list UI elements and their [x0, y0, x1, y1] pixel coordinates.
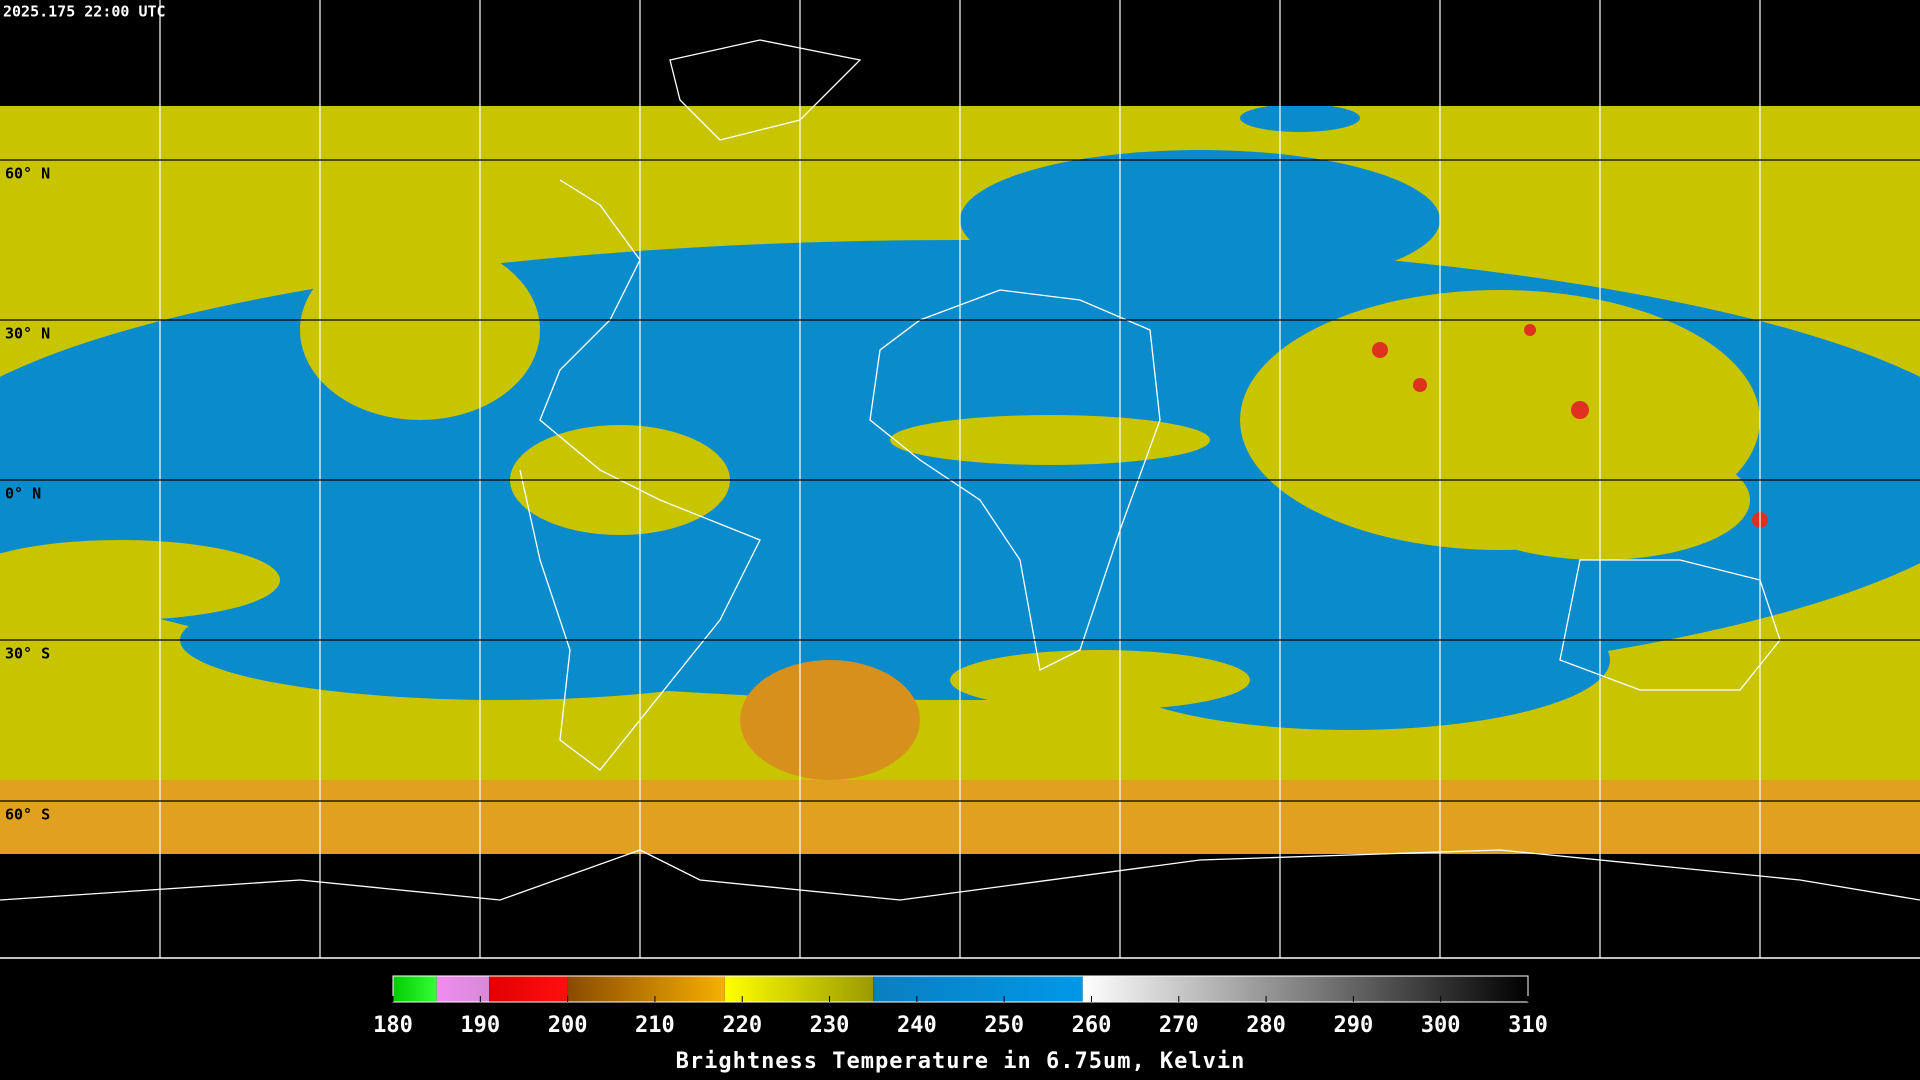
latitude-label: 30° N	[5, 325, 50, 343]
colorbar-tick-label: 280	[1246, 1013, 1286, 1038]
colorbar-tick-label: 220	[722, 1013, 762, 1038]
colorbar-segment	[436, 976, 490, 1002]
colorbar-tick-label: 240	[897, 1013, 937, 1038]
colorbar-tick-label: 210	[635, 1013, 675, 1038]
colorbar-title: Brightness Temperature in 6.75um, Kelvin	[676, 1049, 1246, 1074]
colorbar-segment	[489, 976, 568, 1002]
latitude-label: 60° N	[5, 165, 50, 183]
colorbar-tick-label: 300	[1421, 1013, 1461, 1038]
colorbar-segment	[393, 976, 437, 1002]
colorbar-tick-label: 180	[373, 1013, 413, 1038]
colorbar-segment	[567, 976, 725, 1002]
colorbar-tick-label: 290	[1334, 1013, 1374, 1038]
latitude-label: 60° S	[5, 806, 50, 824]
colorbar-tick-label: 230	[810, 1013, 850, 1038]
colorbar-tick-label: 310	[1508, 1013, 1548, 1038]
graticule	[0, 0, 1920, 959]
colorbar-tick-label: 260	[1072, 1013, 1112, 1038]
timestamp: 2025.175 22:00 UTC	[3, 3, 166, 21]
colorbar-tick-label: 250	[984, 1013, 1024, 1038]
colorbar-frame	[392, 975, 1529, 1003]
colorbar-segment	[1082, 976, 1528, 1002]
colorbar-tick-label: 190	[460, 1013, 500, 1038]
colorbar-segment	[724, 976, 874, 1002]
latitude-label: 30° S	[5, 645, 50, 663]
latitude-label: 0° N	[5, 485, 41, 503]
colorbar-tick-label: 270	[1159, 1013, 1199, 1038]
colorbar-segment	[873, 976, 1083, 1002]
colorbar-tick-label: 200	[548, 1013, 588, 1038]
